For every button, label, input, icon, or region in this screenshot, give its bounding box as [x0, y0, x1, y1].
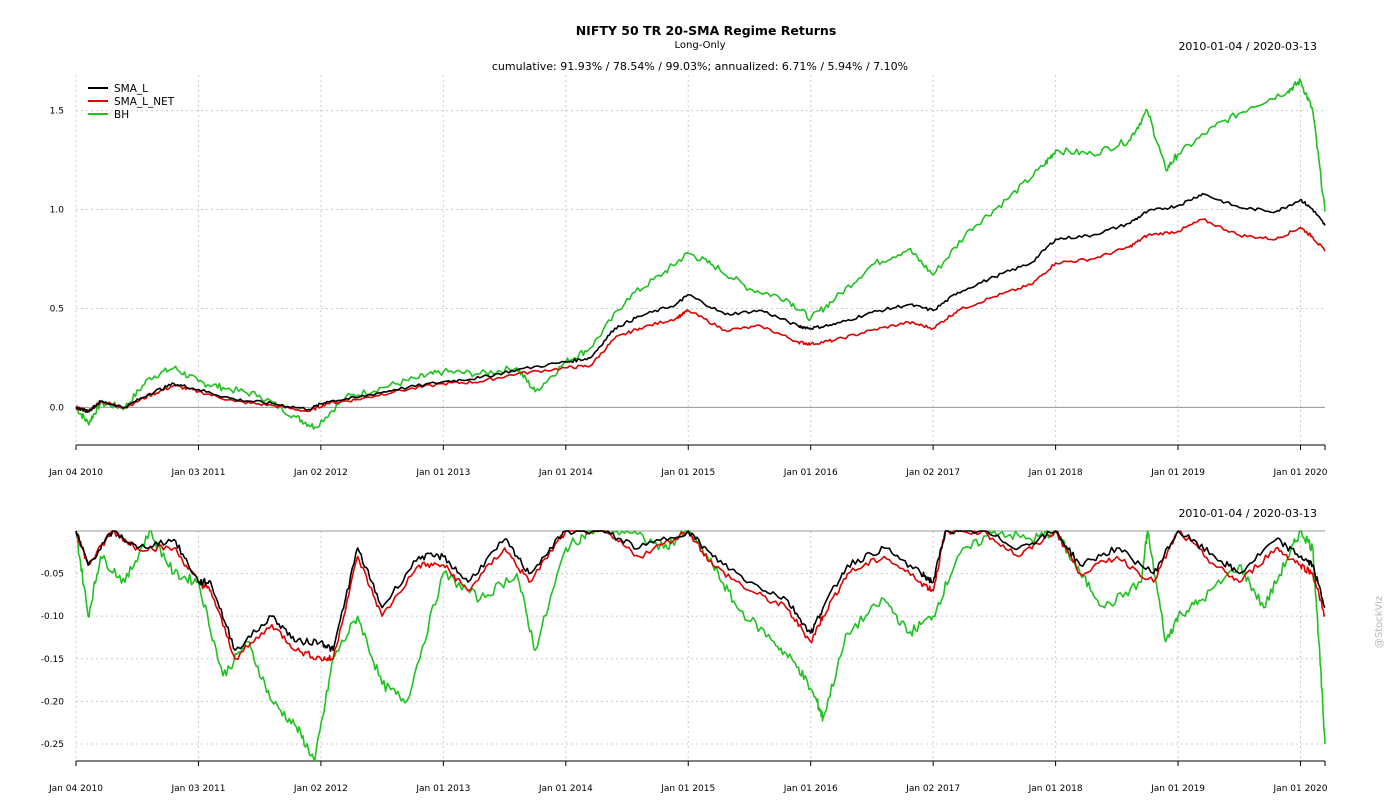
- series-line-sma-l-net: [75, 530, 1326, 662]
- x-tick-label: Jan 04 2010: [48, 784, 103, 794]
- returns-summary: cumulative: 91.93% / 78.54% / 99.03%; an…: [492, 60, 908, 73]
- legend-label-bh: BH: [114, 109, 129, 121]
- chart-title: NIFTY 50 TR 20-SMA Regime Returns: [576, 23, 837, 38]
- x-tick-label: Jan 01 2013: [415, 784, 470, 794]
- bottom-date-range: 2010-01-04 / 2020-03-13: [1178, 507, 1317, 520]
- x-tick-label: Jan 03 2011: [170, 784, 225, 794]
- series-line-sma-l: [75, 192, 1326, 413]
- y-tick-label: -0.20: [41, 697, 65, 707]
- y-tick-label: 1.0: [50, 206, 65, 216]
- top-panel: 0.0 0.5 1.0 1.5 Jan 04 2010 Jan 03 2011 Jan 02…: [48, 75, 1328, 478]
- bottom-panel: -0.05 -0.10 -0.15 -0.20 -0.25 Jan 04 2010 Jan …: [41, 530, 1328, 794]
- series-line-bh: [75, 530, 1326, 762]
- x-tick-label: Jan 01 2015: [660, 784, 715, 794]
- x-tick-label: Jan 01 2014: [538, 784, 593, 794]
- x-tick-label: Jan 01 2016: [783, 784, 838, 794]
- y-tick-label: -0.15: [41, 655, 64, 665]
- x-tick-label: Jan 01 2020: [1273, 784, 1328, 794]
- top-date-range: 2010-01-04 / 2020-03-13: [1178, 40, 1317, 53]
- y-tick-label: -0.10: [41, 612, 65, 622]
- y-tick-label: -0.05: [41, 570, 64, 580]
- y-tick-label: 0.5: [50, 304, 64, 314]
- x-tick-label: Jan 01 2013: [415, 468, 470, 478]
- x-tick-label: Jan 01 2020: [1273, 468, 1328, 478]
- x-tick-label: Jan 02 2012: [293, 468, 348, 478]
- x-tick-label: Jan 01 2019: [1150, 784, 1205, 794]
- series-line-sma-l-net: [75, 218, 1326, 413]
- y-tick-label: 0.0: [50, 403, 65, 413]
- x-tick-label: Jan 01 2018: [1028, 468, 1083, 478]
- series-line-sma-l: [75, 530, 1326, 653]
- x-tick-label: Jan 02 2017: [905, 468, 960, 478]
- x-tick-label: Jan 01 2019: [1150, 468, 1205, 478]
- series-line-bh: [75, 77, 1326, 430]
- y-tick-label: 1.5: [50, 107, 64, 117]
- x-tick-label: Jan 02 2012: [293, 784, 348, 794]
- x-tick-label: Jan 04 2010: [48, 468, 103, 478]
- legend-label-sma-l: SMA_L: [114, 83, 148, 95]
- chart-subtitle: Long-Only: [675, 40, 726, 51]
- legend-label-sma-l-net: SMA_L_NET: [114, 96, 175, 108]
- legend: SMA_L SMA_L_NET BH: [88, 83, 175, 121]
- x-tick-label: Jan 01 2014: [538, 468, 593, 478]
- x-tick-label: Jan 03 2011: [170, 468, 225, 478]
- watermark: @StockViz: [1374, 596, 1385, 648]
- x-tick-label: Jan 01 2018: [1028, 784, 1083, 794]
- x-tick-label: Jan 02 2017: [905, 784, 960, 794]
- x-tick-label: Jan 01 2015: [660, 468, 715, 478]
- x-tick-label: Jan 01 2016: [783, 468, 838, 478]
- y-tick-label: -0.25: [41, 740, 64, 750]
